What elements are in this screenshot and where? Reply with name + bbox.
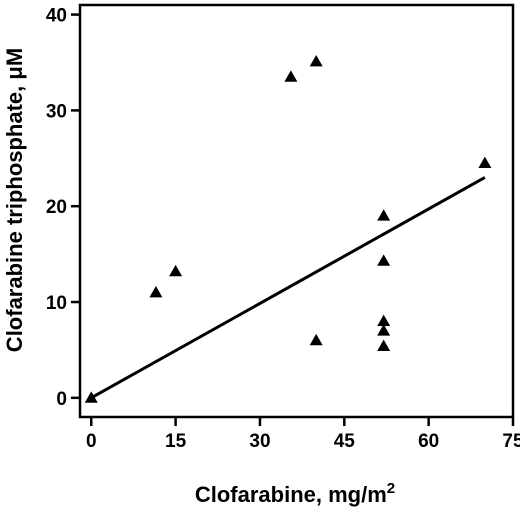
y-tick-label: 30 (46, 101, 67, 122)
data-point (377, 324, 391, 336)
y-axis-title: Clofarabine triphosphate, μM (2, 48, 27, 352)
data-point (377, 254, 391, 266)
x-tick-label: 60 (418, 431, 439, 452)
data-point (377, 314, 391, 327)
y-axis-ticks: 0 10 20 30 40 (46, 6, 80, 410)
y-tick-label: 0 (56, 389, 67, 410)
plot-frame (78, 3, 515, 419)
data-point (149, 285, 163, 298)
x-tick-label: 15 (165, 431, 187, 452)
data-point (377, 209, 391, 221)
x-tick-label: 30 (249, 431, 270, 452)
data-point (309, 333, 323, 346)
data-point (169, 264, 183, 277)
x-tick-label: 45 (334, 431, 356, 452)
data-point (377, 339, 391, 351)
data-point (84, 391, 98, 403)
regression-line (90, 176, 486, 400)
data-point (478, 156, 492, 168)
x-axis-title: Clofarabine, mg/m2 (195, 480, 395, 507)
y-tick-label: 20 (46, 197, 67, 218)
x-axis-ticks: 0 15 30 45 60 75 (86, 417, 520, 452)
data-point (284, 70, 298, 82)
y-tick-label: 10 (46, 293, 67, 314)
data-points (84, 55, 492, 403)
data-point (309, 55, 323, 67)
x-tick-label: 0 (86, 431, 97, 452)
x-tick-label: 75 (502, 431, 520, 452)
y-tick-label: 40 (46, 6, 67, 27)
